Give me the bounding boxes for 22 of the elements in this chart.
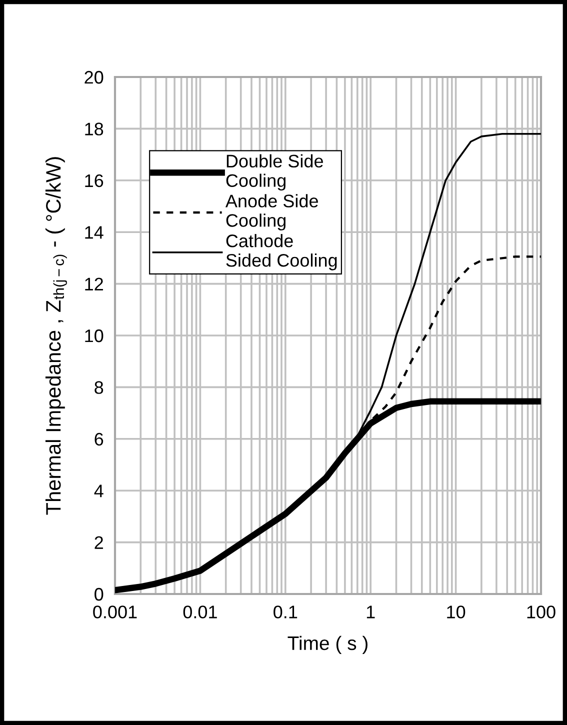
y-tick-label: 18: [85, 122, 104, 136]
legend-label: Double Side Cooling: [226, 154, 323, 191]
x-axis-title: Time ( s ): [288, 636, 368, 654]
legend-label: Cathode Sided Cooling: [226, 234, 337, 270]
legend-label: Anode Side Cooling: [225, 194, 318, 230]
x-tick-label: 0.1: [274, 606, 298, 618]
y-tick-label: 8: [94, 381, 104, 394]
y-tick-label: 16: [85, 174, 104, 188]
y-tick-label: 4: [94, 484, 104, 498]
x-tick-label: 0.001: [93, 606, 137, 618]
y-tick-label: 10: [85, 329, 104, 342]
y-tick-label: 0: [94, 588, 104, 601]
y-tick-label: 14: [85, 226, 104, 239]
y-tick-label: 12: [85, 278, 103, 290]
x-tick-label: 10: [447, 606, 466, 618]
y-tick-label: 20: [84, 70, 104, 84]
x-tick-label: 100: [527, 606, 556, 618]
y-axis-title: Thermal Impedance , Z$_{th(j−c)}$ - ( °C/kW): [45, 157, 67, 515]
y-tick-label: 6: [94, 432, 104, 446]
x-tick-label: 1: [366, 606, 375, 618]
y-tick-label: 2: [94, 536, 103, 549]
x-tick-label: 0.01: [183, 606, 217, 618]
